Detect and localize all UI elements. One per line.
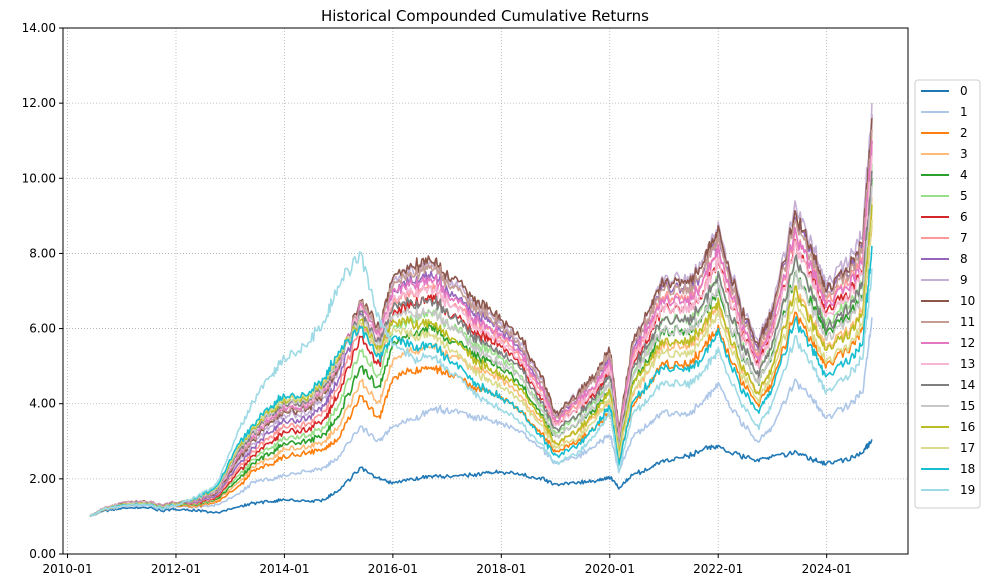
legend-label: 18 <box>960 462 975 476</box>
x-axis: 2010-01 2012-01 2014-01 2016-01 2018-01 2020-… <box>42 554 852 576</box>
series-line-18 <box>89 245 873 517</box>
x-tick-label: 2022-01 <box>693 562 743 576</box>
legend-label: 3 <box>960 147 968 161</box>
legend-label: 19 <box>960 483 975 497</box>
series-line-19 <box>89 251 873 518</box>
legend-label: 15 <box>960 399 975 413</box>
legend-label: 9 <box>960 273 968 287</box>
legend-label: 17 <box>960 441 975 455</box>
x-tick-label: 2020-01 <box>585 562 635 576</box>
x-tick-label: 2016-01 <box>368 562 418 576</box>
legend-label: 5 <box>960 189 968 203</box>
legend-label: 6 <box>960 210 968 224</box>
y-tick-label: 4.00 <box>29 397 56 411</box>
plot-frame <box>62 27 909 555</box>
x-tick-label: 2014-01 <box>259 562 309 576</box>
y-tick-label: 14.00 <box>22 21 56 35</box>
series-layer <box>89 103 873 518</box>
legend-label: 2 <box>960 126 968 140</box>
legend-label: 0 <box>960 84 968 98</box>
x-tick-label: 2012-01 <box>151 562 201 576</box>
y-tick-label: 0.00 <box>29 547 56 561</box>
legend-label: 8 <box>960 252 968 266</box>
y-tick-label: 2.00 <box>29 472 56 486</box>
chart-title: Historical Compounded Cumulative Returns <box>321 7 649 25</box>
x-tick-label: 2024-01 <box>802 562 852 576</box>
x-tick-label: 2018-01 <box>476 562 526 576</box>
series-line-1 <box>89 317 873 517</box>
x-tick-label: 2010-01 <box>42 562 92 576</box>
legend-label: 16 <box>960 420 975 434</box>
series-line-0 <box>89 439 873 517</box>
grid-layer <box>63 27 908 555</box>
y-tick-label: 10.00 <box>22 171 56 185</box>
legend-label: 12 <box>960 336 975 350</box>
legend-label: 14 <box>960 378 975 392</box>
y-tick-label: 6.00 <box>29 322 56 336</box>
y-tick-label: 12.00 <box>22 96 56 110</box>
legend-label: 11 <box>960 315 975 329</box>
legend-label: 10 <box>960 294 975 308</box>
legend-box <box>914 79 981 509</box>
legend-label: 7 <box>960 231 968 245</box>
y-tick-label: 8.00 <box>29 246 56 260</box>
y-axis: 0.00 2.00 4.00 6.00 8.00 10.00 12.00 14.00 <box>22 21 63 561</box>
legend-label: 1 <box>960 105 968 119</box>
legend-label: 4 <box>960 168 968 182</box>
legend-label: 13 <box>960 357 975 371</box>
